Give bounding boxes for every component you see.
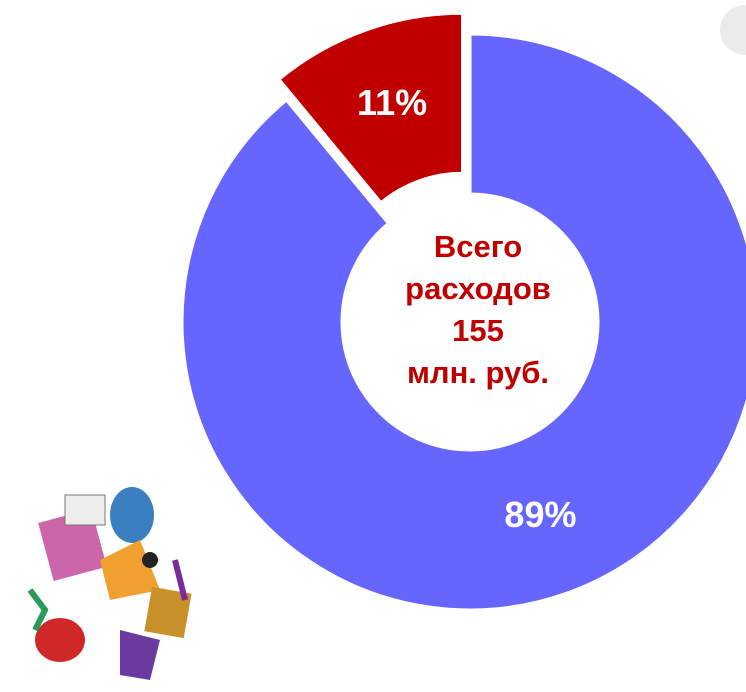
center-text: расходов [405, 271, 551, 306]
value-label: 11% [357, 82, 427, 123]
center-text: млн. руб. [407, 355, 549, 390]
chart: 89% 11% Всего расходов 155 млн. руб. [0, 0, 746, 692]
center-text: 155 [452, 313, 504, 348]
center-text: Всего [434, 229, 522, 264]
page: 89%11%Всегорасходов155млн. руб. (() => {… [0, 0, 746, 692]
value-label: 89% [504, 494, 576, 535]
